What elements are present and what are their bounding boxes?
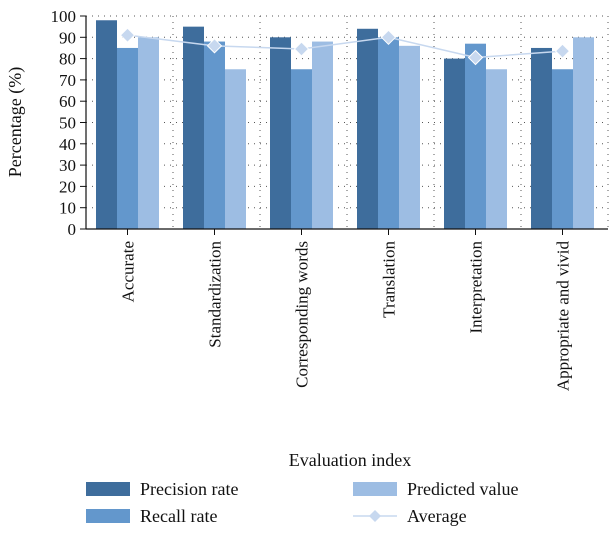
y-tick-label: 90 [59, 28, 76, 47]
average-marker [554, 43, 571, 59]
x-tick-label: Standardization [206, 241, 225, 348]
y-tick-label: 50 [59, 114, 76, 133]
bar-predicted-value [138, 37, 159, 229]
legend-label: Recall rate [140, 506, 217, 526]
x-tick-label: Accurate [119, 241, 138, 302]
y-tick-label: 70 [59, 71, 76, 90]
bar-predicted-value [486, 69, 507, 229]
legend-item-recall-rate: Recall rate [86, 506, 217, 526]
y-tick-label: 60 [59, 92, 76, 111]
y-tick-label: 30 [59, 156, 76, 175]
average-marker [467, 49, 484, 66]
legend-label: Precision rate [140, 479, 238, 499]
y-axis-label: Percentage (%) [5, 67, 26, 177]
x-tick-label: Interpretation [467, 241, 486, 334]
x-tick-label: Appropriate and vivid [554, 241, 573, 392]
bar-precision-rate [96, 20, 117, 230]
y-tick-label: 80 [59, 50, 76, 69]
x-axis-label: Evaluation index [289, 450, 411, 470]
legend: Precision rate Recall rate Predicted value… [86, 479, 518, 526]
bar-precision-rate [531, 47, 552, 230]
legend-swatch [86, 509, 130, 523]
legend-item-precision-rate: Precision rate [86, 479, 238, 499]
bar-recall-rate [291, 69, 312, 229]
legend-swatch [86, 482, 130, 496]
legend-marker [369, 510, 381, 522]
y-tick-label: 40 [59, 135, 76, 154]
bar-precision-rate [183, 26, 204, 230]
legend-swatch [353, 482, 397, 496]
y-tick-label: 0 [68, 220, 77, 239]
average-marker [206, 38, 223, 54]
legend-item-average: Average [353, 506, 467, 526]
bar-predicted-value [225, 69, 246, 229]
bar-precision-rate [357, 28, 378, 230]
x-tick-label: Corresponding words [293, 241, 312, 388]
x-tick-labels: Accurate Standardization Corresponding wor… [119, 241, 573, 392]
average-marker [119, 27, 136, 43]
bar-predicted-value [399, 45, 420, 229]
average-line [127, 34, 563, 59]
y-tick-label: 100 [51, 7, 77, 26]
bar-predicted-value [312, 41, 333, 230]
x-tick-label: Translation [380, 241, 399, 318]
bar-recall-rate [378, 37, 399, 229]
gridlines [86, 15, 609, 229]
y-tick-label: 20 [59, 177, 76, 196]
bar-recall-rate [117, 47, 138, 230]
bars-layer [96, 20, 594, 230]
y-tick-labels: 0 10 20 30 40 50 60 70 80 90 100 [51, 7, 77, 239]
bar-recall-rate [552, 69, 573, 229]
legend-item-predicted-value: Predicted value [353, 479, 518, 499]
bar-precision-rate [270, 37, 291, 229]
legend-label: Predicted value [407, 479, 518, 499]
average-line-layer [119, 27, 571, 66]
bar-predicted-value [573, 37, 594, 229]
average-marker [293, 41, 310, 57]
bar-recall-rate [204, 41, 225, 230]
y-tick-label: 10 [59, 199, 76, 218]
bar-precision-rate [444, 58, 465, 229]
bar-recall-rate [465, 43, 486, 229]
legend-label: Average [407, 506, 467, 526]
axes [80, 15, 608, 235]
average-marker [380, 29, 397, 46]
